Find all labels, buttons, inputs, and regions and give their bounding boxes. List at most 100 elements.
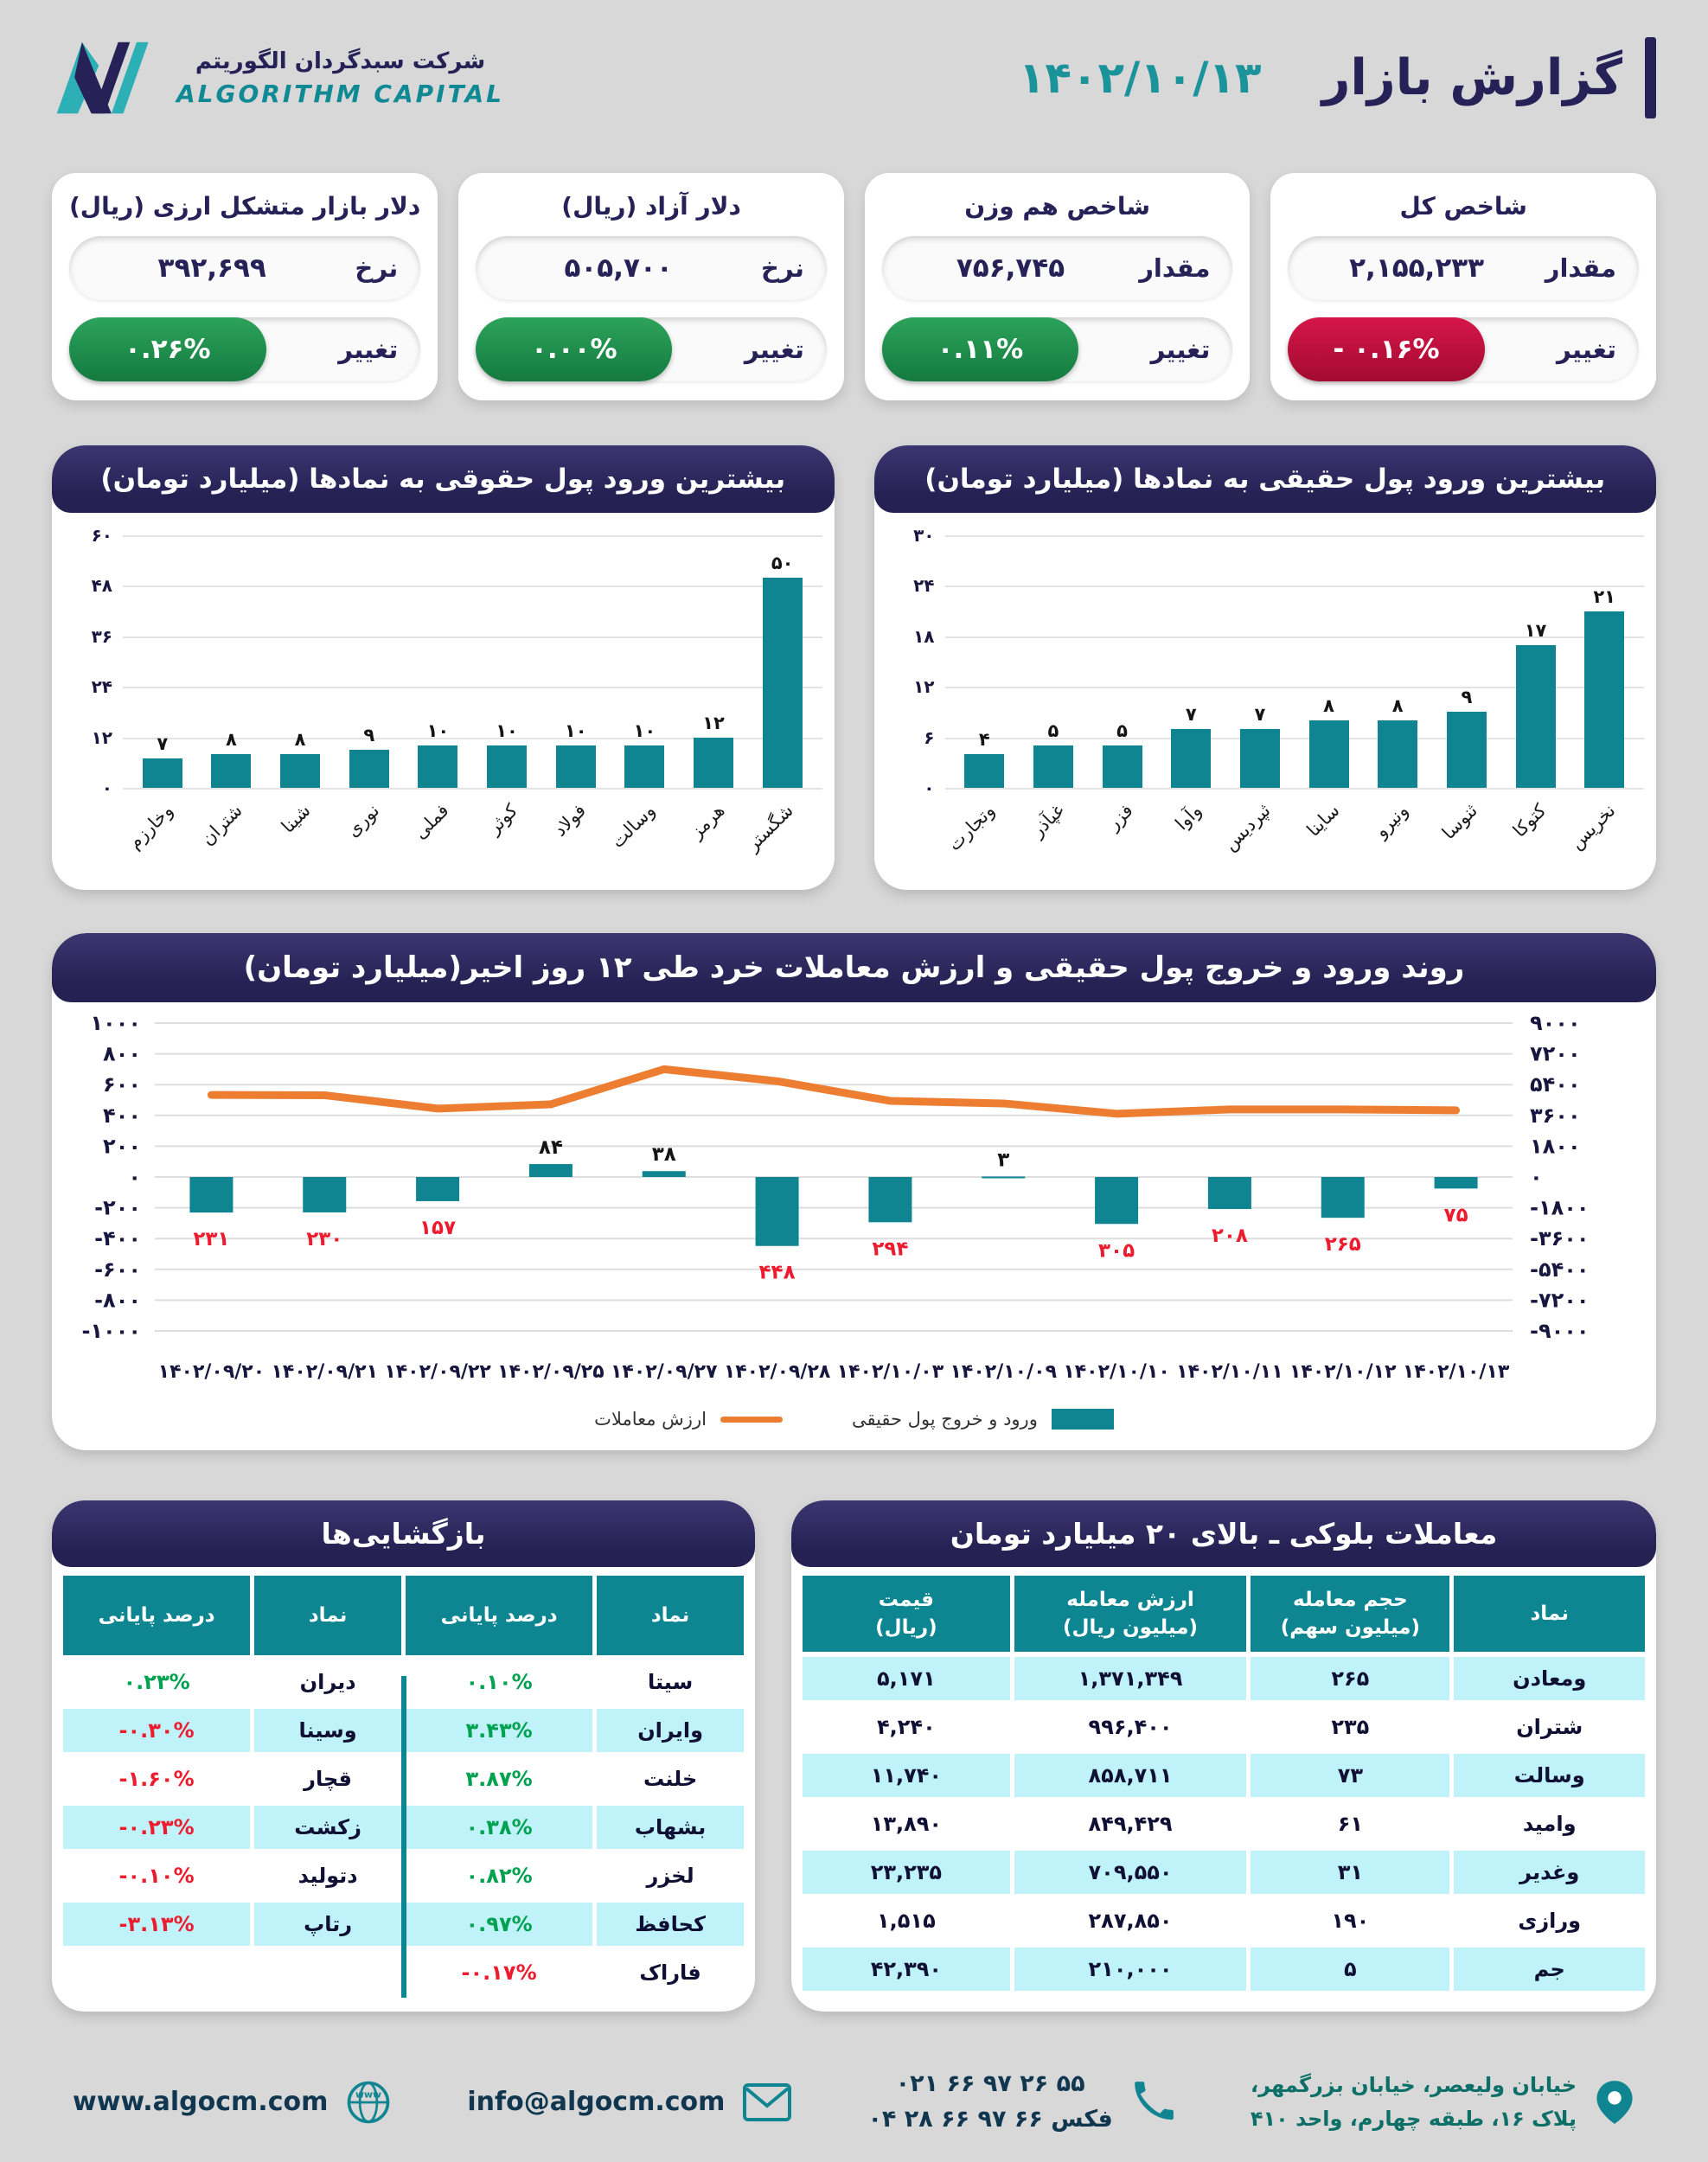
- y-axis-tick: ۱۲: [91, 726, 112, 748]
- final-percent-cell: [63, 1951, 250, 1994]
- symbol-cell: ورازی: [1518, 1909, 1582, 1934]
- legend-label: ارزش معاملات: [594, 1409, 707, 1430]
- block-trades-card: معاملات بلوکی ـ بالای ۲۰ میلیارد تومان ن…: [791, 1500, 1656, 2012]
- change-label: تغییر: [744, 335, 804, 364]
- svg-text:۱۴۰۲/۰۹/۲۲: ۱۴۰۲/۰۹/۲۲: [384, 1361, 491, 1383]
- reopening-row: فاراک -۰.۱۷%: [63, 1951, 744, 1994]
- y-axis: ۰ ۶ ۱۲ ۱۸ ۲۴ ۳۰: [893, 525, 945, 798]
- change-pill-row: تغییر ۰.۲۶%: [69, 317, 421, 381]
- bar-group: ۱۷: [1501, 535, 1570, 788]
- symbol-cell: وامید: [1522, 1812, 1577, 1837]
- bar-value-label: ۷: [157, 732, 169, 754]
- logo-mark-icon: [56, 42, 149, 114]
- reopening-row: سیتا ۰.۱۰% دیران ۰.۲۳%: [63, 1660, 744, 1704]
- block-trades-title: معاملات بلوکی ـ بالای ۲۰ میلیارد تومان: [791, 1500, 1656, 1567]
- x-axis-cell: فملی: [404, 795, 473, 878]
- bar: [1033, 745, 1073, 788]
- block-trade-row: وغدیر ۳۱ ۷۰۹,۵۵۰ ۲۳,۲۳۵: [803, 1851, 1645, 1895]
- svg-text:-۴۰۰: -۴۰۰: [94, 1226, 141, 1251]
- number-cell: ۷۳: [1251, 1754, 1450, 1798]
- gridline: [123, 585, 822, 588]
- x-axis-cell: وتجارت: [944, 795, 1019, 878]
- x-axis-label: شینا: [278, 800, 316, 837]
- x-axis-cell: فزر: [1088, 795, 1157, 878]
- x-axis-cell: ونیرو: [1363, 795, 1432, 878]
- title-accent-bar: [1645, 37, 1656, 118]
- bar: [1446, 712, 1487, 788]
- reopenings-title: بازگشایی‌ها: [52, 1500, 755, 1567]
- x-axis-label: نخریس: [1565, 800, 1620, 854]
- bar-value-label: ۵: [1047, 720, 1059, 742]
- combo-chart: ۱۰۰۰ ۹۰۰۰ ۸۰۰ ۷۲۰۰ ۶۰۰ ۵۴۰۰ ۴۰۰ ۳۶۰۰ ۲۰۰ ۱۸۰۰ ۰ ۰ -۲…: [81, 1011, 1590, 1383]
- x-axis-label: شتران: [196, 800, 246, 850]
- svg-text:۱۴۰۲/۱۰/۱۱: ۱۴۰۲/۱۰/۱۱: [1176, 1361, 1283, 1383]
- bar-value-label: ۵: [1116, 720, 1128, 742]
- bar-charts-row: بیشترین ورود پول حقیقی به نمادها (میلیار…: [52, 445, 1656, 890]
- x-axis-cell: شگستر: [742, 795, 817, 878]
- x-axis-cell: کتوکا: [1501, 795, 1570, 878]
- reopening-row: وایران ۳.۴۳% وسینا -۰.۳۰%: [63, 1709, 744, 1753]
- svg-text:۷۵: ۷۵: [1444, 1204, 1468, 1226]
- gridline: [123, 737, 822, 739]
- svg-text:۳: ۳: [997, 1148, 1009, 1171]
- bar: [1171, 728, 1212, 788]
- page-title: گزارش بازار: [1321, 49, 1622, 106]
- svg-text:-۹۰۰۰: -۹۰۰۰: [1530, 1319, 1590, 1343]
- bar-group: ۱۰: [472, 535, 541, 788]
- bar-value-label: ۴: [978, 729, 990, 751]
- y-axis-tick: ۶: [924, 726, 935, 748]
- header-title-block: گزارش بازار ۱۴۰۲/۱۰/۱۳: [1019, 37, 1656, 118]
- y-axis: ۰ ۱۲ ۲۴ ۳۶ ۴۸ ۶۰: [71, 525, 123, 798]
- legend-label: ورود و خروج پول حقیقی: [851, 1409, 1038, 1430]
- bar-group: ۸: [1363, 535, 1432, 788]
- bar-value-label: ۸: [294, 729, 306, 751]
- bar-chart-legal-money: ۰ ۱۲ ۲۴ ۳۶ ۴۸ ۶۰ ۵۰ ۱۲ ۱۰ ۱۰ ۱۰ ۱۰ ۹ ۸ ۸ ۷ شگستر هرمز وس…: [71, 525, 822, 878]
- stat-card-title: دلار آزاد (ریال): [561, 192, 741, 221]
- number-cell: ۵: [1251, 1948, 1450, 1992]
- bar-group: ۹: [1432, 535, 1501, 788]
- bar: [280, 754, 321, 788]
- symbol-cell: وسالت: [1454, 1754, 1645, 1798]
- svg-text:۸۴: ۸۴: [539, 1136, 563, 1159]
- svg-text:۱۴۰۲/۰۹/۲۵: ۱۴۰۲/۰۹/۲۵: [497, 1361, 605, 1383]
- x-axis-cell: ساینا: [1295, 795, 1364, 878]
- stat-card-title: شاخص هم وزن: [964, 192, 1150, 221]
- symbol-cell: وغدیر: [1454, 1851, 1645, 1895]
- svg-text:۱۴۰۲/۱۰/۱۰: ۱۴۰۲/۱۰/۱۰: [1063, 1361, 1170, 1383]
- chart-body: ۰ ۱۲ ۲۴ ۳۶ ۴۸ ۶۰ ۵۰ ۱۲ ۱۰ ۱۰ ۱۰ ۱۰ ۹ ۸ ۸ ۷ شگستر هرمز وس…: [52, 513, 835, 890]
- value-pill: مقدار ۷۵۶,۷۴۵: [881, 236, 1233, 300]
- plot-area: ۵۰ ۱۲ ۱۰ ۱۰ ۱۰ ۱۰ ۹ ۸ ۸ ۷: [123, 535, 822, 790]
- x-axis-cell: نخریس: [1565, 795, 1639, 878]
- final-percent-cell: ۰.۳۸%: [406, 1806, 593, 1850]
- x-axis-cell: ثپردیس: [1219, 795, 1295, 878]
- bar-value-label: ۸: [226, 729, 237, 751]
- bar: [1102, 745, 1142, 788]
- x-axis-cell: ثنوسا: [1432, 795, 1501, 878]
- symbol-cell: جم: [1454, 1948, 1645, 1992]
- bar: [1239, 728, 1280, 788]
- bar: [142, 758, 182, 788]
- x-axis-label: وسالت: [607, 800, 660, 853]
- symbol-cell: دتولید: [297, 1864, 358, 1889]
- number-cell: ۲۳۵: [1331, 1715, 1370, 1740]
- number-cell: ۲۳,۲۳۵: [803, 1851, 1010, 1895]
- final-percent-cell: ۳.۸۷%: [465, 1767, 533, 1792]
- symbol-cell: فاراک: [639, 1961, 701, 1986]
- x-axis: نخریس کتوکا ثنوسا ونیرو ساینا ثپردیس وآوا فزر غپ…: [944, 795, 1645, 878]
- gridline: [944, 737, 1644, 739]
- chart-body: ۰ ۶ ۱۲ ۱۸ ۲۴ ۳۰ ۲۱ ۱۷ ۹ ۸ ۸ ۷ ۷ ۵ ۵ ۴ نخریس کتوکا ثنوسا و…: [874, 513, 1657, 890]
- bar-group: ۷: [128, 535, 197, 788]
- stat-card: دلار بازار متشکل ارزی (ریال) نرخ ۳۹۲,۶۹۹…: [52, 173, 438, 400]
- x-axis-label: ثپردیس: [1219, 800, 1275, 855]
- x-axis-label: کوثر: [483, 800, 522, 839]
- change-label: تغییر: [1150, 335, 1211, 364]
- bar-group: ۷: [1225, 535, 1295, 788]
- symbol-cell: [254, 1951, 401, 1994]
- col-final-pct: درصد پایانی: [406, 1576, 593, 1656]
- svg-text:۲۳۰: ۲۳۰: [306, 1228, 342, 1251]
- x-axis-label: کتوکا: [1508, 800, 1551, 841]
- svg-text:۱۴۰۲/۰۹/۲۸: ۱۴۰۲/۰۹/۲۸: [724, 1361, 831, 1383]
- svg-text:۲۰۸: ۲۰۸: [1212, 1225, 1248, 1247]
- symbol-cell: ومعادن: [1454, 1657, 1645, 1701]
